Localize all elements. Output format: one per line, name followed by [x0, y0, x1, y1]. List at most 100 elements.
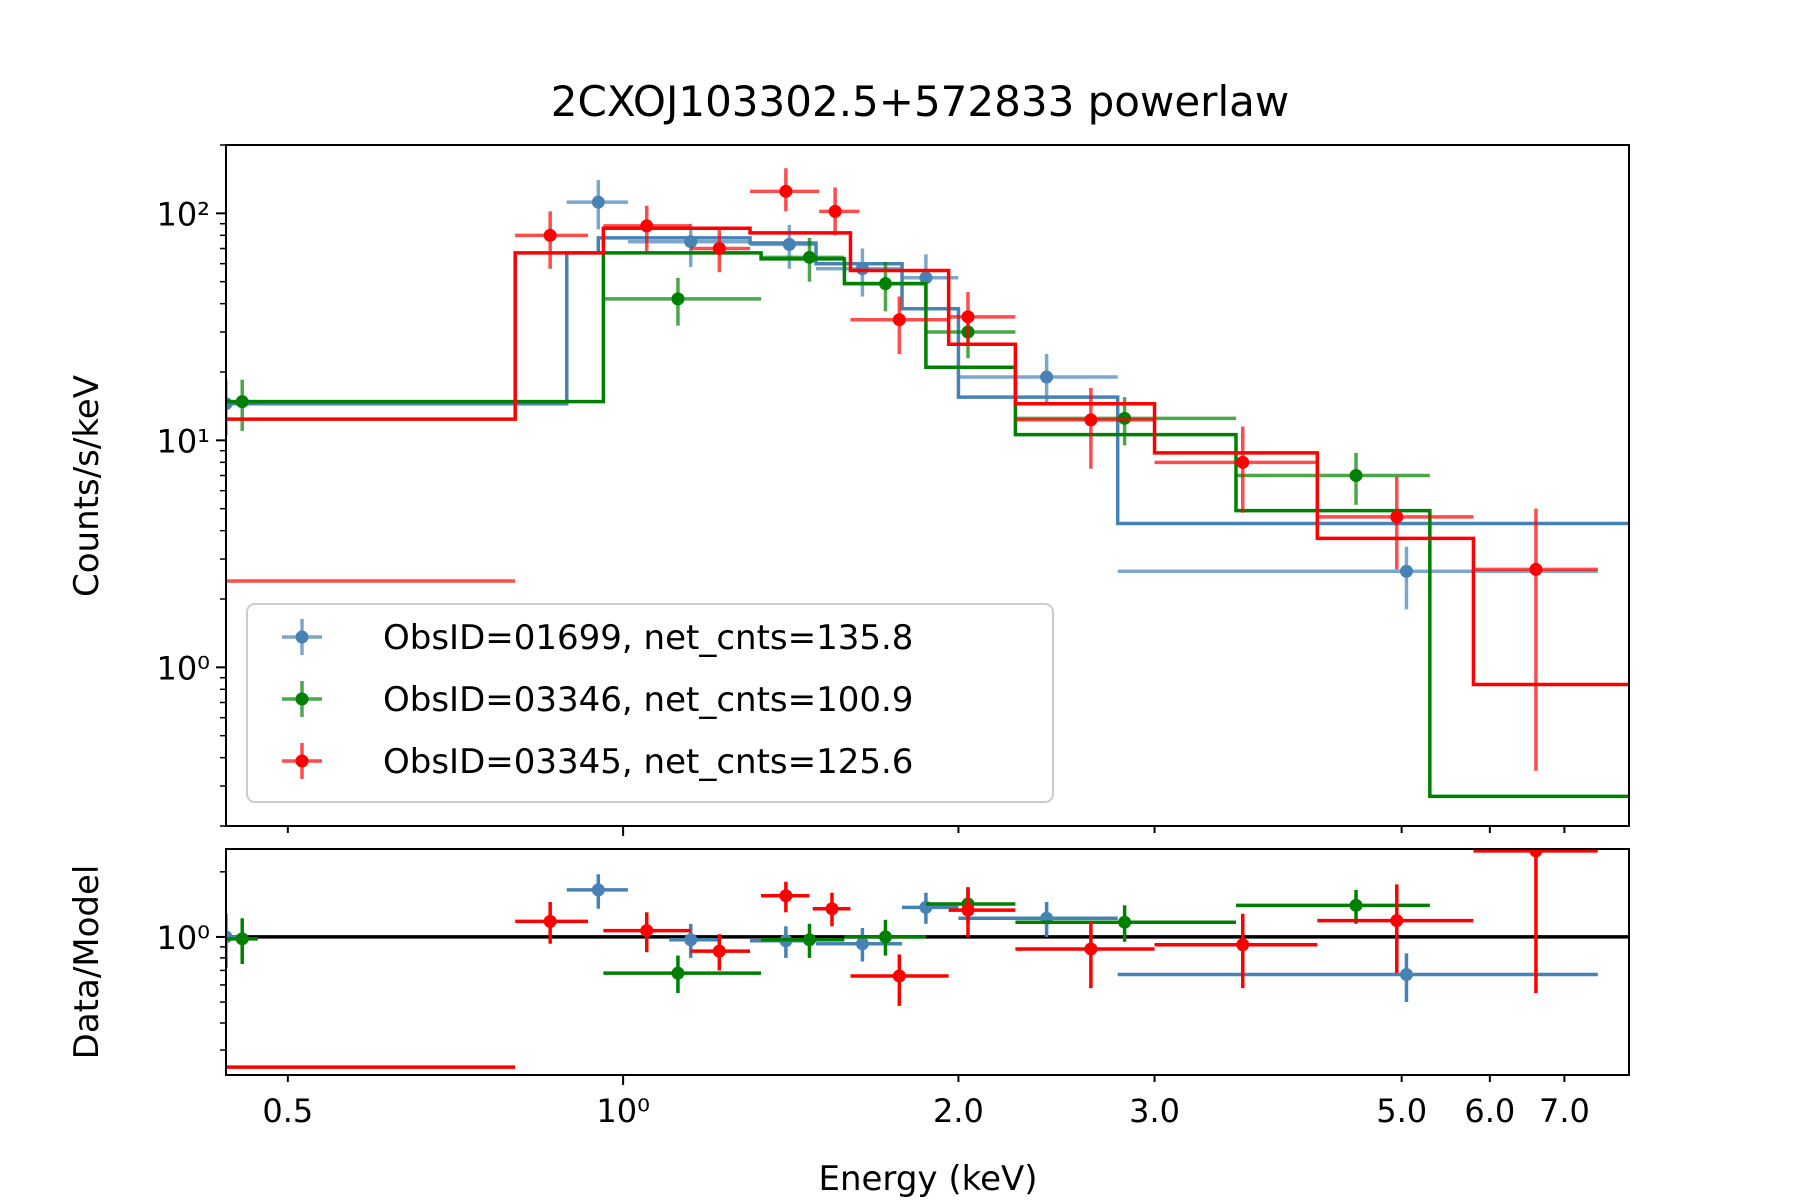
series-3-model-step — [226, 226, 1629, 687]
x-tick-label: 0.5 — [262, 1092, 313, 1130]
series-3-ratio-point — [603, 912, 691, 953]
data-marker — [1399, 968, 1413, 982]
legend-entry: ObsID=03346, net_cnts=100.9 — [282, 680, 913, 720]
series-2-ratio-point — [603, 955, 762, 994]
series-3-ratio-point — [1473, 849, 1598, 994]
legend-entry: ObsID=01699, net_cnts=135.8 — [282, 618, 913, 658]
series-2-data-point — [761, 237, 845, 282]
y-tick-label: 10⁰ — [156, 649, 210, 687]
y-tick-label: 10² — [156, 195, 210, 233]
data-marker — [961, 310, 975, 324]
data-marker — [1390, 914, 1404, 928]
ratio-panel: 0.5 10⁰ 2.0 3.0 5.0 6.0 7.0 10⁰ Data/Model — [67, 848, 1630, 1130]
data-marker — [1390, 510, 1404, 524]
series-3-data-point — [750, 168, 820, 212]
legend-marker — [295, 754, 309, 768]
legend-label: ObsID=01699, net_cnts=135.8 — [383, 618, 913, 658]
data-marker — [1349, 468, 1363, 482]
series-2-data-point — [226, 379, 258, 431]
series-2-ratio-point — [761, 923, 845, 958]
series-1-data-point — [566, 180, 628, 230]
series-3-ratio-point — [1154, 913, 1318, 989]
y-axis-label-counts: Counts/s/keV — [67, 375, 107, 597]
data-marker — [543, 914, 557, 928]
series-1-data-point — [958, 354, 1118, 404]
x-axis-label: Energy (keV) — [818, 1159, 1037, 1199]
data-marker — [235, 932, 249, 946]
x-tick-label: 7.0 — [1539, 1092, 1590, 1130]
y-axis-label-ratio: Data/Model — [67, 865, 107, 1060]
spectrum-panel-frame — [225, 144, 1630, 827]
data-marker — [591, 883, 605, 897]
data-marker — [825, 902, 839, 916]
series-2-ratio-point — [226, 918, 258, 964]
legend-entry: ObsID=03345, net_cnts=125.6 — [282, 742, 913, 782]
y-tick-label: 10⁰ — [156, 919, 210, 957]
series-3-ratio-point — [690, 934, 751, 971]
legend-label: ObsID=03345, net_cnts=125.6 — [383, 742, 913, 782]
data-marker — [919, 271, 933, 285]
data-marker — [1236, 455, 1250, 469]
series-3-data-point — [1473, 508, 1598, 771]
series-2-ratio-point — [1015, 905, 1236, 942]
series-3-ratio-point — [948, 887, 1016, 937]
data-marker — [671, 292, 685, 306]
data-marker — [1236, 938, 1250, 952]
series-3-ratio-point — [1015, 921, 1155, 989]
data-marker — [828, 204, 842, 218]
data-marker — [802, 250, 816, 264]
data-marker — [782, 237, 796, 251]
data-marker — [892, 313, 906, 327]
legend-marker — [295, 692, 309, 706]
data-marker — [1349, 898, 1363, 912]
legend-box — [246, 603, 1054, 803]
series-2-ratio-point — [844, 919, 926, 956]
data-marker — [684, 235, 698, 249]
series-3-data-point — [948, 292, 1016, 343]
series-1-ratio-point — [566, 874, 628, 909]
series-3-ratio-point — [761, 881, 810, 913]
series-1-ratio-point — [902, 892, 959, 924]
series-2-data-point — [1235, 452, 1430, 505]
legend: ObsID=01699, net_cnts=135.8 ObsID=03346, … — [246, 603, 1054, 803]
x-tick-label: 6.0 — [1464, 1092, 1515, 1130]
data-marker — [802, 933, 816, 947]
ratio-panel-ticks: 0.5 10⁰ 2.0 3.0 5.0 6.0 7.0 10⁰ — [156, 871, 1590, 1130]
series-1-ratio-point — [816, 927, 903, 962]
data-marker — [892, 969, 906, 983]
series-1-ratio-point — [1117, 953, 1598, 1003]
series-2-data-point — [603, 277, 762, 326]
legend-marker — [295, 630, 309, 644]
legend-label: ObsID=03346, net_cnts=100.9 — [383, 680, 913, 720]
series-3-ratio-point — [515, 902, 589, 944]
data-marker — [961, 903, 975, 917]
data-marker — [779, 889, 793, 903]
data-marker — [1529, 849, 1543, 858]
x-tick-label: 5.0 — [1376, 1092, 1427, 1130]
data-marker — [1040, 370, 1054, 384]
series-3-data-point — [819, 187, 860, 236]
series-3-data-point — [603, 205, 691, 252]
data-marker — [671, 966, 685, 980]
data-marker — [591, 195, 605, 209]
spectrum-plot-area — [226, 168, 1629, 799]
series-3-data-point — [515, 211, 589, 269]
data-marker — [1118, 915, 1132, 929]
series-3-ratio-point — [1317, 884, 1474, 974]
data-marker — [779, 184, 793, 198]
ratio-panel-frame — [225, 848, 1630, 1076]
x-tick-label: 3.0 — [1129, 1092, 1180, 1130]
series-3-data-point — [850, 296, 949, 355]
data-marker — [1529, 562, 1543, 576]
data-marker — [640, 924, 654, 938]
data-marker — [1084, 413, 1098, 427]
series-3-data-point — [1154, 426, 1318, 513]
x-tick-label: 10⁰ — [596, 1092, 650, 1130]
series-3-ratio-point — [850, 954, 949, 1006]
data-marker — [878, 277, 892, 291]
data-marker — [712, 944, 726, 958]
series-3-ratio-point — [812, 892, 851, 927]
data-marker — [878, 930, 892, 944]
